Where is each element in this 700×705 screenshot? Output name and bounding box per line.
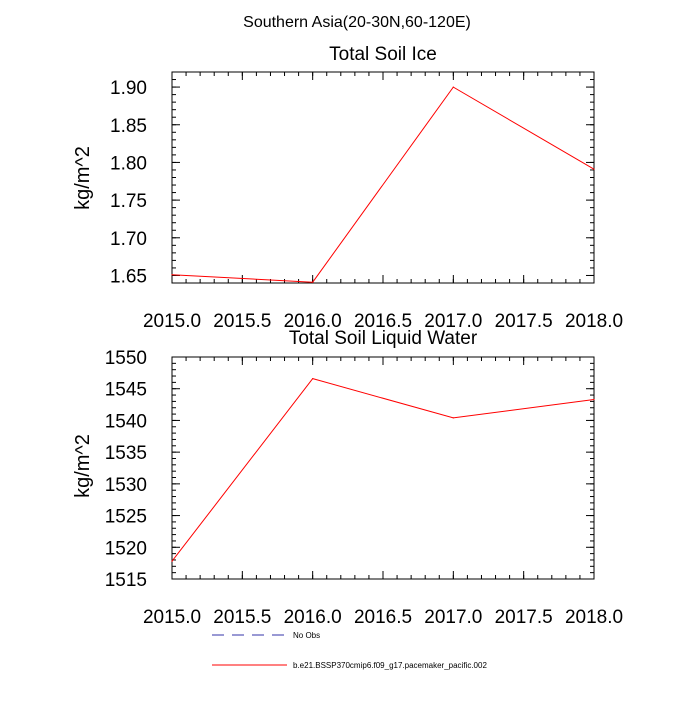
legend: No Obs b.e21.BSSP370cmip6.f09_g17.pacema…	[212, 631, 487, 670]
panel-total-soil-liquid-water: Total Soil Liquid Water kg/m^2 2015.0 201…	[72, 328, 623, 628]
y-tick-label: 1.80	[110, 153, 147, 174]
data-point	[593, 168, 595, 170]
y-tick-label: 1545	[105, 380, 147, 401]
x-tick-label: 2017.0	[424, 607, 482, 628]
series-line	[171, 86, 595, 283]
y-tick-label: 1520	[105, 538, 147, 559]
plot-frame	[171, 356, 595, 580]
data-point	[452, 417, 454, 419]
y-tick-label: 1525	[105, 507, 147, 528]
x-tick-label: 2016.5	[354, 311, 412, 332]
x-tick-label: 2016.0	[284, 607, 342, 628]
plot-frame	[171, 71, 595, 284]
data-point	[593, 398, 595, 401]
data-point	[312, 378, 314, 380]
x-tick-label: 2017.5	[495, 311, 553, 332]
panel-title: Total Soil Ice	[329, 44, 437, 65]
x-tick-label: 2018.0	[565, 607, 623, 628]
y-axis-label: kg/m^2	[72, 146, 94, 210]
x-tick-label: 2015.5	[213, 311, 271, 332]
data-point	[312, 281, 314, 283]
x-tick-label: 2016.5	[354, 607, 412, 628]
panel-total-soil-ice: Total Soil Ice kg/m^2 2015.0 2015.5 2016.0…	[72, 44, 623, 332]
y-tick-label: 1.75	[110, 191, 147, 212]
data-point	[452, 86, 454, 88]
series-line	[171, 378, 595, 562]
series-layer	[171, 378, 595, 562]
y-tick-label: 1.70	[110, 229, 147, 250]
legend-label-model: b.e21.BSSP370cmip6.f09_g17.pacemaker_pac…	[293, 661, 487, 670]
x-tick-label: 2017.5	[495, 607, 553, 628]
y-tick-label: 1530	[105, 475, 147, 496]
y-axis-label: kg/m^2	[72, 434, 94, 498]
legend-label-no-obs: No Obs	[293, 631, 320, 640]
data-point	[171, 274, 173, 276]
axis-ticks: 2015.0 2015.5 2016.0 2016.5 2017.0 2017.5 2018…	[110, 71, 623, 332]
y-tick-label: 1.85	[110, 116, 147, 137]
axis-ticks: 2015.0 2015.5 2016.0 2016.5 2017.0 2017.5 2018…	[105, 348, 623, 628]
x-tick-label: 2016.0	[284, 311, 342, 332]
series-layer	[171, 86, 595, 283]
y-tick-label: 1515	[105, 570, 147, 591]
x-tick-label: 2017.0	[424, 311, 482, 332]
y-tick-label: 1535	[105, 443, 147, 464]
x-tick-label: 2015.5	[213, 607, 271, 628]
x-tick-label: 2015.0	[143, 311, 201, 332]
y-tick-label: 1550	[105, 348, 147, 369]
x-tick-label: 2015.0	[143, 607, 201, 628]
x-tick-label: 2018.0	[565, 311, 623, 332]
y-tick-label: 1540	[105, 411, 147, 432]
figure-suptitle: Southern Asia(20-30N,60-120E)	[243, 14, 471, 31]
y-tick-label: 1.90	[110, 78, 147, 99]
y-tick-label: 1.65	[110, 266, 147, 287]
data-point	[171, 560, 173, 562]
panel-title: Total Soil Liquid Water	[289, 328, 478, 349]
